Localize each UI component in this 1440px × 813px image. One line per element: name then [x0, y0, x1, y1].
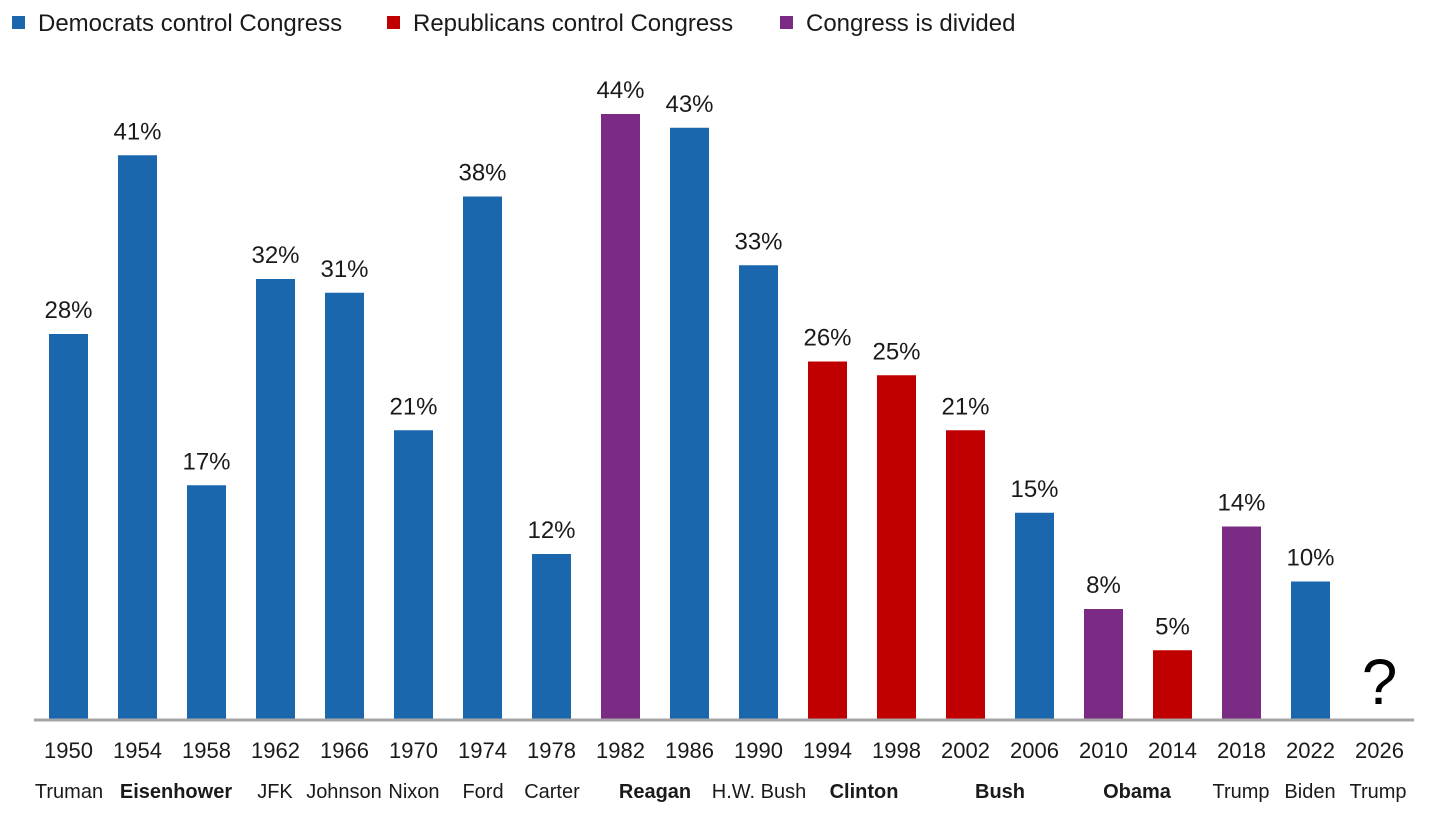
- president-label-6: Carter: [524, 781, 580, 803]
- president-label-8: H.W. Bush: [712, 781, 806, 803]
- bar-1994: [808, 361, 847, 719]
- president-label-13: Biden: [1284, 781, 1335, 803]
- bar-1974: [463, 196, 502, 719]
- year-label-1962: 1962: [251, 738, 300, 763]
- president-label-11: Obama: [1103, 781, 1172, 803]
- year-label-2014: 2014: [1148, 738, 1197, 763]
- legend-swatch-div: [780, 16, 793, 29]
- year-label-2002: 2002: [941, 738, 990, 763]
- bars: [49, 114, 1330, 719]
- legend-label-rep: Republicans control Congress: [413, 10, 733, 37]
- year-label-1970: 1970: [389, 738, 438, 763]
- year-label-1998: 1998: [872, 738, 921, 763]
- value-label-2002: 21%: [941, 393, 989, 420]
- year-label-1978: 1978: [527, 738, 576, 763]
- value-label-1950: 28%: [44, 297, 92, 324]
- year-label-1982: 1982: [596, 738, 645, 763]
- year-label-1950: 1950: [44, 738, 93, 763]
- president-label-4: Nixon: [388, 781, 439, 803]
- bar-2018: [1222, 526, 1261, 719]
- value-label-2010: 8%: [1086, 572, 1121, 599]
- year-label-1958: 1958: [182, 738, 231, 763]
- year-label-2026: 2026: [1355, 738, 1404, 763]
- value-label-2022: 10%: [1286, 545, 1334, 572]
- value-label-1982: 44%: [596, 77, 644, 104]
- president-labels: Truman Eisenhower JFK Johnson Nixon Ford Carte…: [35, 781, 1407, 803]
- bar-1986: [670, 127, 709, 719]
- president-label-7: Reagan: [619, 781, 691, 803]
- value-label-1974: 38%: [458, 160, 506, 187]
- bar-1998: [877, 375, 916, 719]
- bar-2006: [1015, 512, 1054, 719]
- president-label-0: Truman: [35, 781, 103, 803]
- value-label-1978: 12%: [527, 517, 575, 544]
- value-label-1958: 17%: [182, 448, 230, 475]
- year-label-2006: 2006: [1010, 738, 1059, 763]
- year-label-2018: 2018: [1217, 738, 1266, 763]
- year-tick-labels: 1950 1954 1958 1962 1966 1970 1974 1978 1982 1986…: [44, 738, 1404, 763]
- value-label-1954: 41%: [113, 118, 161, 145]
- value-label-2006: 15%: [1010, 476, 1058, 503]
- legend: Democrats control Congress Republicans co…: [12, 10, 1015, 37]
- value-label-2014: 5%: [1155, 613, 1190, 640]
- president-label-2: JFK: [257, 781, 293, 803]
- legend-swatch-rep: [387, 16, 400, 29]
- bar-1950: [49, 334, 88, 719]
- bar-2022: [1291, 581, 1330, 719]
- bar-1970: [394, 430, 433, 719]
- year-label-1994: 1994: [803, 738, 852, 763]
- legend-swatch-dem: [12, 16, 25, 29]
- legend-label-div: Congress is divided: [806, 10, 1015, 37]
- value-label-1990: 33%: [734, 228, 782, 255]
- value-label-1962: 32%: [251, 242, 299, 269]
- president-label-9: Clinton: [830, 781, 899, 803]
- president-label-10: Bush: [975, 781, 1025, 803]
- bar-1990: [739, 265, 778, 719]
- year-label-1966: 1966: [320, 738, 369, 763]
- president-label-3: Johnson: [306, 781, 382, 803]
- value-label-1966: 31%: [320, 256, 368, 283]
- bar-1966: [325, 292, 364, 719]
- value-label-1986: 43%: [665, 91, 713, 118]
- bar-1982: [601, 114, 640, 719]
- president-label-5: Ford: [462, 781, 503, 803]
- president-label-14: Trump: [1349, 781, 1406, 803]
- bar-1958: [187, 485, 226, 719]
- bar-2002: [946, 430, 985, 719]
- bar-2014: [1153, 650, 1192, 719]
- bar-1978: [532, 554, 571, 719]
- bar-1962: [256, 279, 295, 719]
- year-label-1954: 1954: [113, 738, 162, 763]
- year-label-2010: 2010: [1079, 738, 1128, 763]
- year-label-2022: 2022: [1286, 738, 1335, 763]
- value-label-1970: 21%: [389, 393, 437, 420]
- bar-2010: [1084, 609, 1123, 719]
- value-label-1998: 25%: [872, 338, 920, 365]
- president-label-12: Trump: [1212, 781, 1269, 803]
- legend-label-dem: Democrats control Congress: [38, 10, 342, 37]
- value-labels: 28% 41% 17% 32% 31% 21% 38% 12% 44% 43% 33% 26% 25% 2…: [44, 77, 1397, 718]
- value-label-1994: 26%: [803, 325, 851, 352]
- question-mark-2026: ?: [1362, 646, 1398, 718]
- year-label-1986: 1986: [665, 738, 714, 763]
- year-label-1974: 1974: [458, 738, 507, 763]
- year-label-1990: 1990: [734, 738, 783, 763]
- bar-1954: [118, 155, 157, 719]
- president-label-1: Eisenhower: [120, 781, 232, 803]
- value-label-2018: 14%: [1217, 490, 1265, 517]
